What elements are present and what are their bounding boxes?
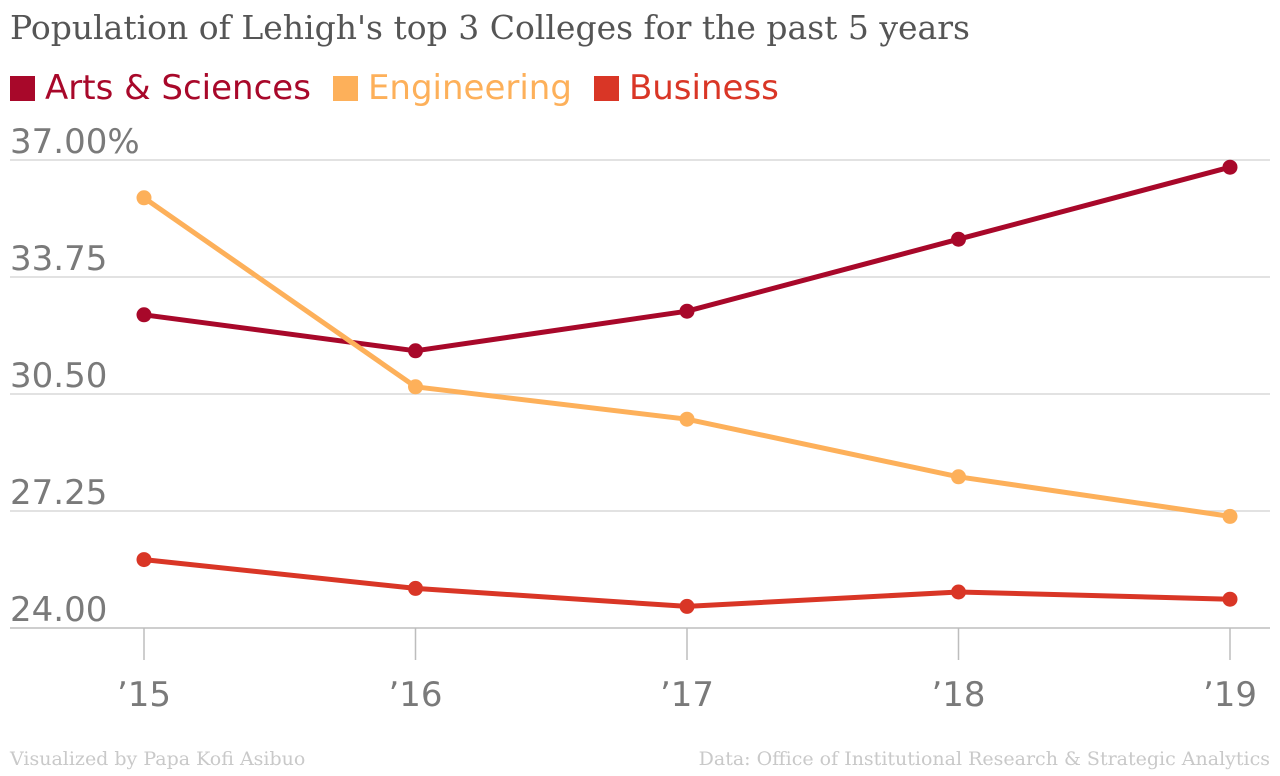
data-point-engineering [679,411,695,427]
y-tick-label: 37.00% [10,122,140,162]
data-point-engineering [951,469,966,485]
y-tick-label: 30.50 [10,356,107,396]
data-point-arts-sciences [136,307,152,323]
legend-item-engineering: Engineering [332,68,572,108]
footer-source: Data: Office of Institutional Research &… [698,748,1270,770]
legend-label-business: Business [628,68,779,108]
x-tick-label: ’19 [1203,675,1257,715]
legend-item-arts-sciences: Arts & Sciences [10,68,311,108]
data-point-business [136,552,152,568]
y-tick-label: 24.00 [10,590,107,630]
data-point-business [1222,591,1238,607]
chart-title: Population of Lehigh's top 3 Colleges fo… [10,8,970,47]
data-point-arts-sciences [408,343,423,359]
data-point-business [951,584,966,600]
legend-swatch-arts-sciences [10,75,35,101]
footer-credit: Visualized by Papa Kofi Asibuo [10,748,306,770]
x-tick-label: ’16 [388,675,442,715]
data-point-business [408,580,423,596]
legend-swatch-business [593,75,619,101]
legend-item-business: Business [593,68,779,108]
data-point-engineering [136,190,152,206]
data-point-engineering [1222,508,1238,524]
series-line-engineering [141,195,1233,519]
x-tick-label: ’18 [931,675,985,715]
data-point-engineering [408,379,423,395]
series-line-arts-sciences [141,164,1233,354]
legend-label-engineering: Engineering [367,68,572,108]
y-tick-label: 27.25 [10,473,107,513]
legend: Arts & Sciences Engineering Business [10,66,801,110]
data-point-business [679,598,695,614]
data-point-arts-sciences [679,303,695,319]
data-point-arts-sciences [1222,159,1238,175]
legend-swatch-engineering [332,75,358,101]
x-tick-label: ’17 [660,675,714,715]
legend-label-arts-sciences: Arts & Sciences [45,68,311,108]
y-tick-label: 33.75 [10,239,107,279]
data-point-arts-sciences [951,231,966,247]
x-tick-label: ’15 [117,675,171,715]
